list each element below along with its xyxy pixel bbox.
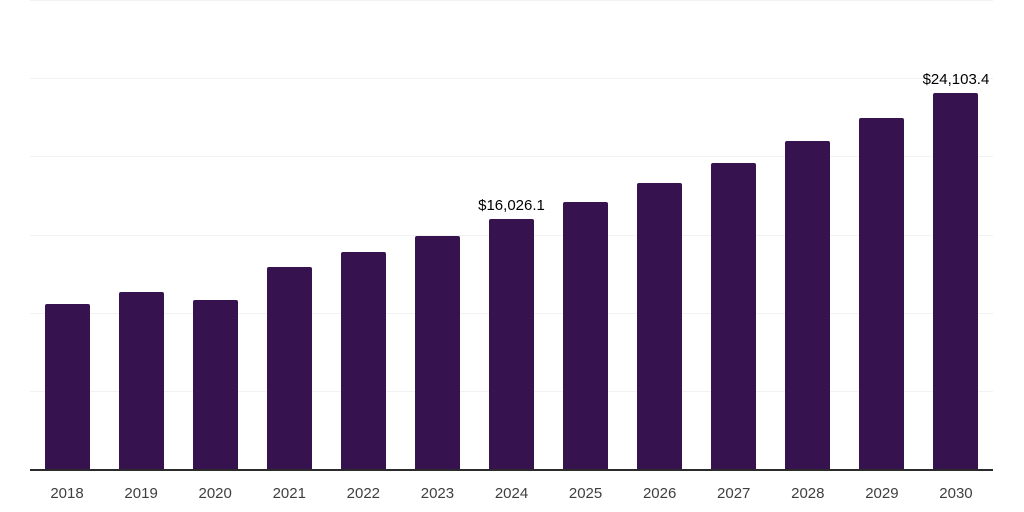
bar-2024 — [489, 219, 534, 470]
x-tick-label-2027: 2027 — [717, 485, 751, 502]
data-label-2024: $16,026.1 — [478, 197, 545, 215]
x-tick-label-2030: 2030 — [939, 485, 973, 502]
x-tick-label-2018: 2018 — [50, 485, 84, 502]
x-axis-line — [30, 469, 993, 471]
bar-2027 — [711, 162, 757, 470]
x-tick-label-2026: 2026 — [642, 485, 677, 502]
x-tick-label-2029: 2029 — [865, 485, 899, 502]
bar-2018 — [44, 303, 90, 470]
data-label-2030: $24,103.4 — [922, 71, 990, 89]
gridline-30000 — [30, 0, 993, 1]
gridline-20000 — [30, 156, 993, 158]
bar-2021 — [266, 266, 312, 470]
x-tick-label-2024: 2024 — [494, 485, 529, 502]
bar-2025 — [563, 202, 609, 470]
x-tick-label-2019: 2019 — [124, 485, 158, 502]
bar-2023 — [414, 236, 460, 470]
bar-2022 — [340, 251, 386, 470]
bar-2026 — [637, 183, 683, 470]
x-tick-label-2022: 2022 — [346, 485, 381, 502]
gridline-25000 — [30, 78, 993, 80]
bar-2030 — [933, 93, 979, 470]
bar-2029 — [859, 118, 905, 470]
bar-2019 — [118, 291, 164, 470]
bar-2020 — [192, 300, 238, 470]
x-tick-label-2020: 2020 — [198, 485, 232, 502]
bar-2028 — [785, 141, 831, 470]
x-tick-label-2028: 2028 — [791, 485, 825, 502]
x-tick-label-2025: 2025 — [568, 485, 603, 502]
x-tick-label-2021: 2021 — [272, 485, 306, 502]
x-tick-label-2023: 2023 — [420, 485, 455, 502]
